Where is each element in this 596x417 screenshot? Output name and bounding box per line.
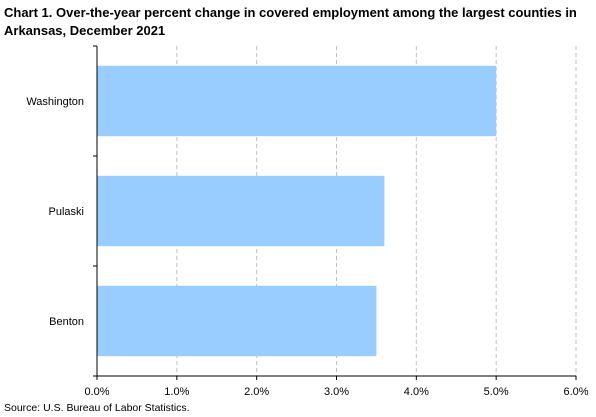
category-label: Pulaski [49,206,84,218]
x-tick-label: 6.0% [563,386,588,398]
x-tick-label: 3.0% [324,386,349,398]
x-tick-label: 2.0% [244,386,269,398]
source-note: Source: U.S. Bureau of Labor Statistics. [4,402,190,414]
x-tick-label: 4.0% [404,386,429,398]
category-label: Washington [26,96,84,108]
chart-title: Chart 1. Over-the-year percent change in… [4,5,577,38]
bars [97,65,497,357]
bar-pulaski [97,175,385,247]
x-tick-label: 5.0% [484,386,509,398]
category-label: Benton [49,316,84,328]
x-tick-label: 1.0% [164,386,189,398]
bar-benton [97,285,377,357]
axes [93,45,577,380]
labels: 0.0% 1.0% 2.0% 3.0% 4.0% 5.0% 6.0% Washington Pu… [26,96,588,398]
bar-washington [97,65,497,137]
x-tick-label: 0.0% [84,386,109,398]
